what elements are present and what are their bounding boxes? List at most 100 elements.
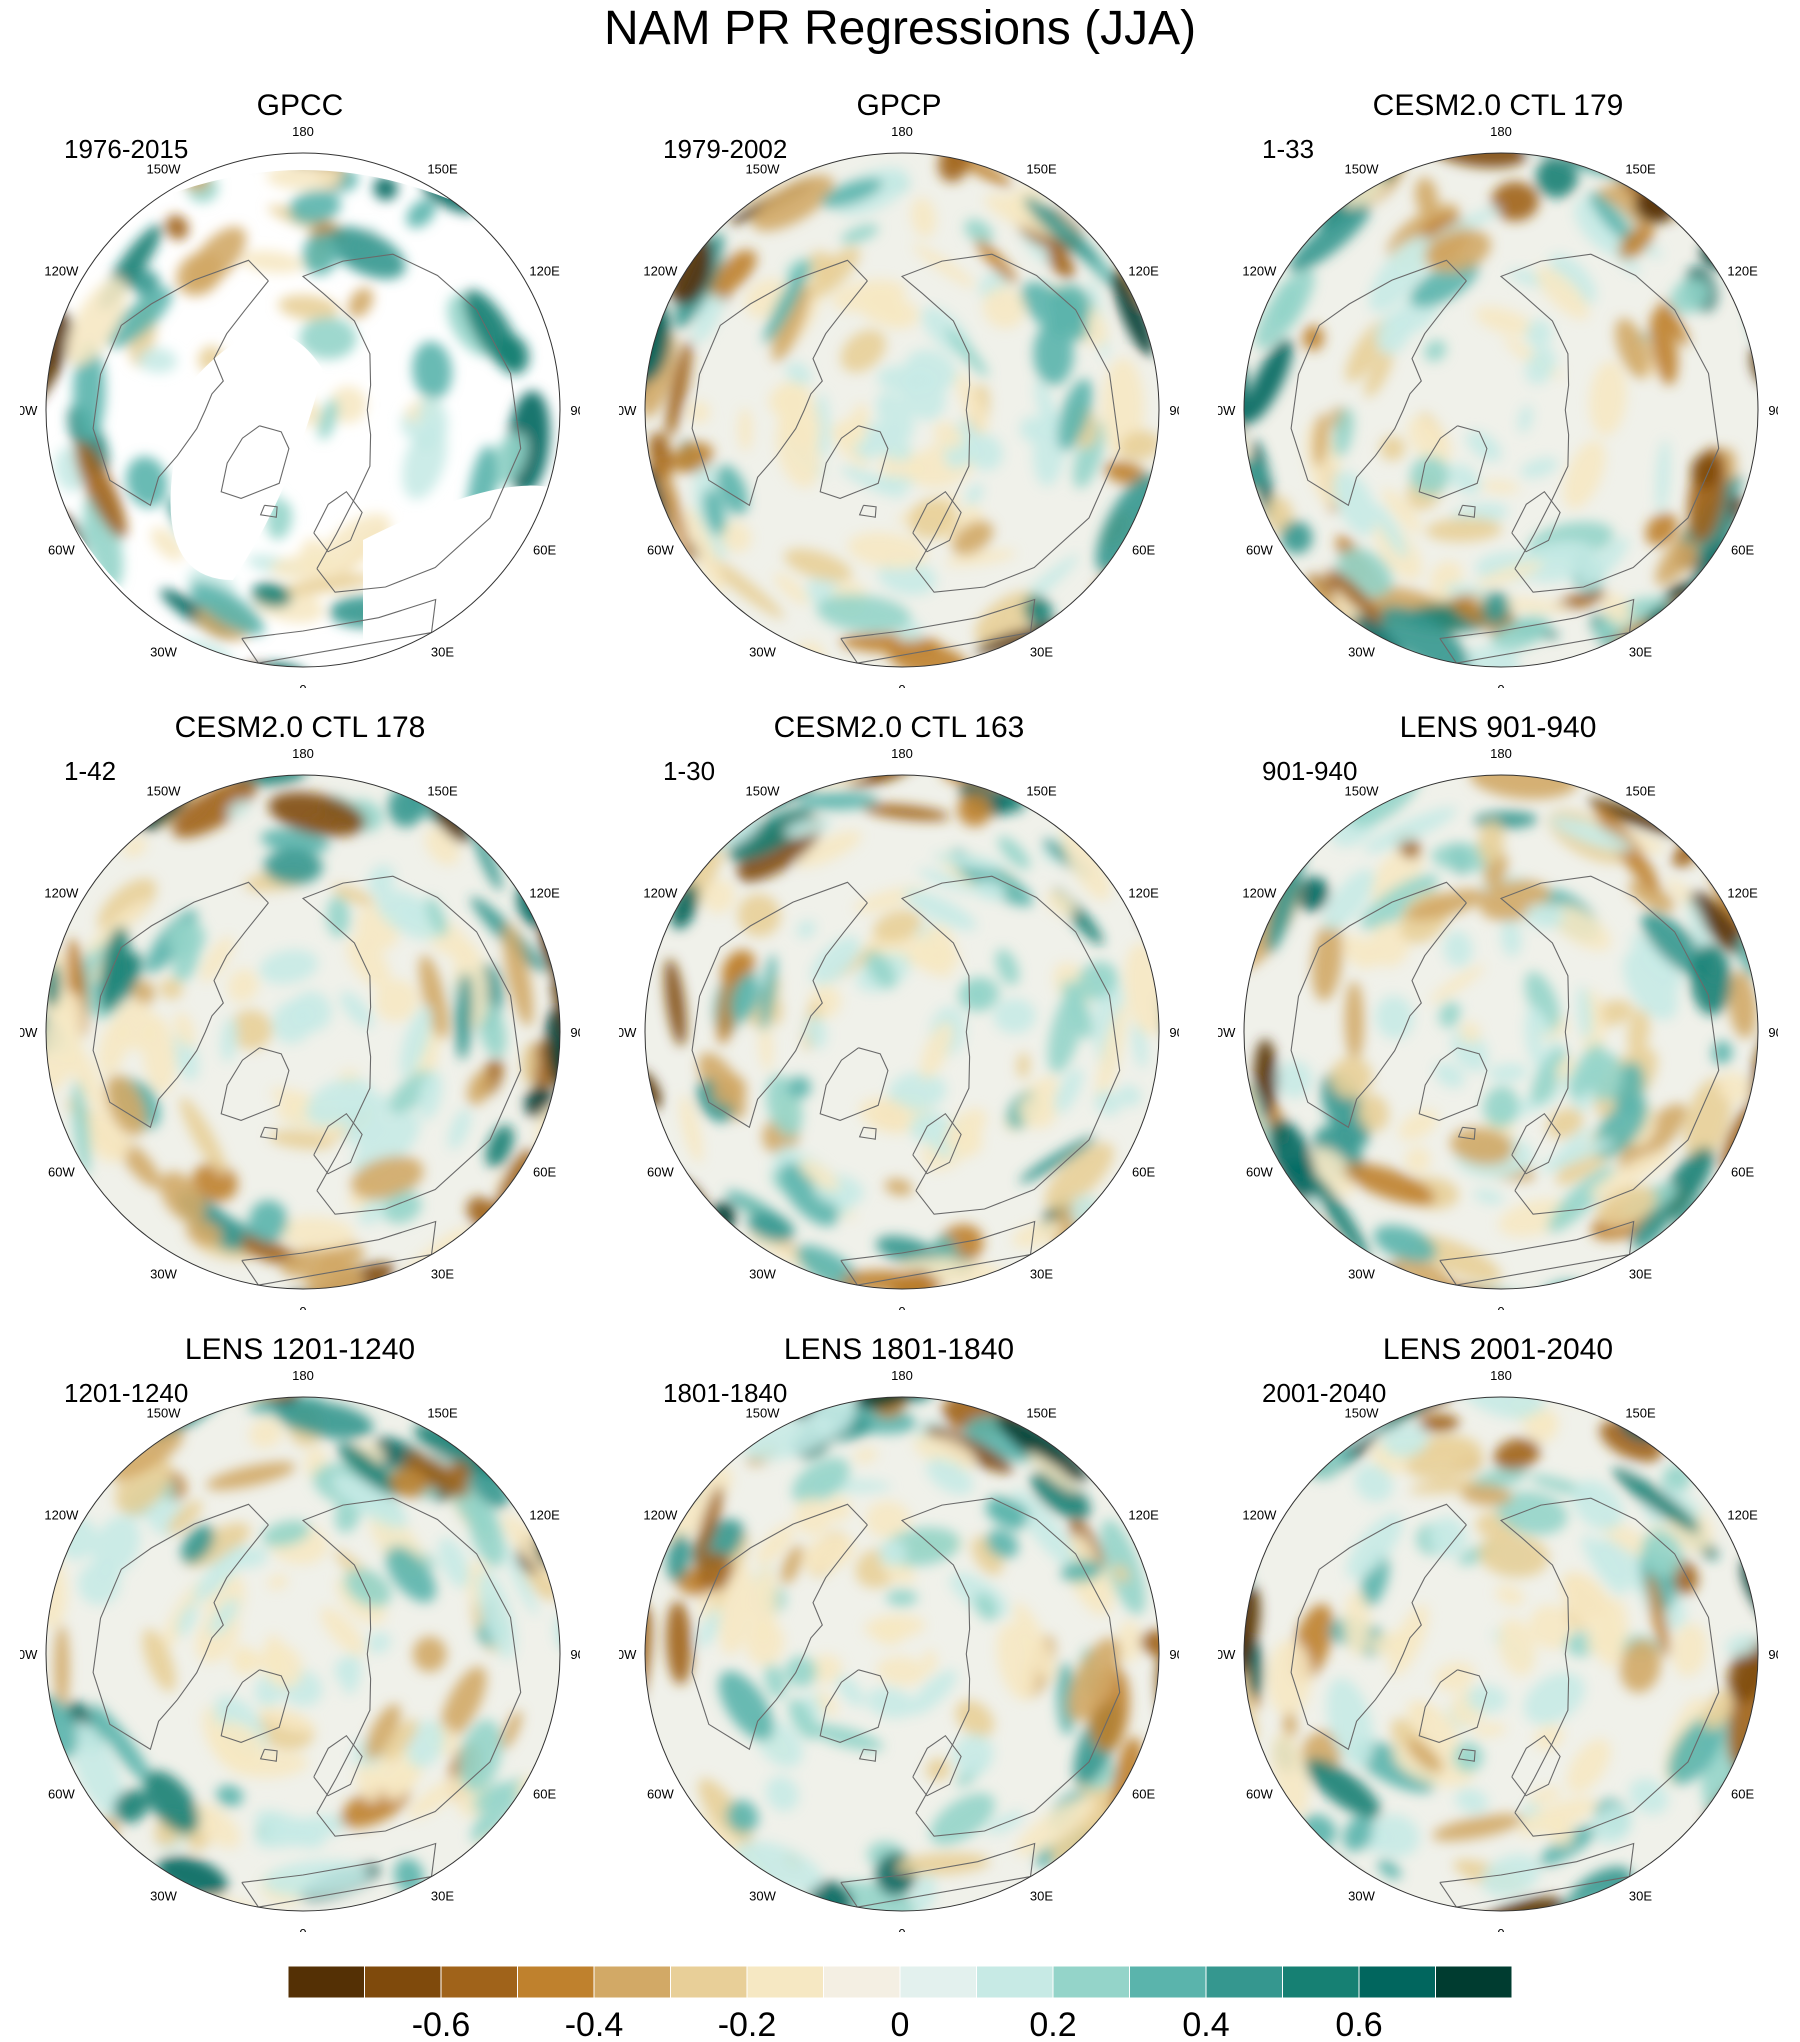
colorbar-tick-label: 0.4 [1182, 2006, 1229, 2042]
field-blob [967, 980, 988, 1007]
field-blob [1030, 1470, 1091, 1520]
precip-field [645, 153, 1159, 667]
field-blob [440, 1666, 487, 1740]
lon-label: 30E [1030, 645, 1053, 660]
field-blob [373, 176, 398, 201]
field-blob [1520, 457, 1558, 479]
lon-label: 90W [20, 403, 38, 418]
field-blob [1244, 1584, 1261, 1682]
lon-label: 90W [20, 1647, 38, 1662]
lon-label: 120W [1242, 886, 1277, 901]
panel-period: 1976-2015 [64, 134, 189, 164]
colorbar-tick-label: -0.4 [565, 2006, 624, 2042]
field-blob [278, 294, 340, 321]
field-blob [1601, 593, 1631, 625]
field-blob [695, 1551, 734, 1591]
field-blob [288, 189, 341, 225]
field-blob [938, 153, 970, 182]
field-blob [343, 1093, 390, 1145]
field-blob [73, 342, 106, 441]
lon-label: 90W [619, 1647, 637, 1662]
field-blob [168, 919, 206, 958]
lon-label: 150W [147, 1405, 182, 1420]
field-blob [1620, 1639, 1661, 1693]
lon-label: 120E [1727, 264, 1758, 279]
panel-title: LENS 1801-1840 [783, 1333, 1015, 1366]
field-blob [666, 1600, 692, 1685]
lon-label: 30E [1629, 1267, 1652, 1282]
field-blob [1434, 1661, 1476, 1692]
field-blob [522, 1042, 537, 1086]
field-blob [227, 799, 250, 818]
field-blob [974, 879, 1006, 901]
field-blob [66, 277, 128, 366]
lon-label: 120E [1727, 1508, 1758, 1523]
precip-field [46, 153, 560, 667]
field-blob [305, 1078, 374, 1127]
field-blob [747, 1212, 795, 1243]
lon-label: 120W [44, 886, 79, 901]
field-blob [679, 1095, 703, 1163]
field-blob [181, 1524, 215, 1564]
field-blob [249, 1418, 283, 1449]
lon-label: 90E [1768, 403, 1778, 418]
field-blob [1024, 196, 1099, 264]
panel-gpcp: 180 150E 120E 90E 60E 30E 0 30W 60W 90W 120W 150W GP… [619, 88, 1179, 688]
field-blob [785, 361, 812, 386]
figure-title: NAM PR Regressions (JJA) [603, 2, 1197, 55]
field-blob [807, 1723, 884, 1751]
field-blob [1073, 420, 1105, 489]
field-blob [912, 1873, 936, 1911]
lon-label: 90E [570, 1647, 580, 1662]
field-blob [1618, 1103, 1687, 1172]
lon-label: 150W [147, 783, 182, 798]
field-blob [352, 1111, 421, 1177]
lon-label: 120E [1128, 1508, 1159, 1523]
field-blob [847, 532, 928, 569]
field-blob [1023, 595, 1053, 627]
lon-label: 0 [299, 1304, 306, 1310]
lon-label: 0 [299, 1926, 306, 1932]
field-blob [718, 1671, 774, 1741]
field-blob [167, 1500, 203, 1535]
field-blob [920, 1021, 953, 1080]
precip-field [46, 1397, 560, 1911]
field-blob [1253, 1039, 1278, 1117]
lon-label: 90E [570, 1025, 580, 1040]
field-blob [765, 1776, 799, 1812]
field-blob [763, 261, 810, 344]
field-blob [233, 1235, 304, 1266]
field-blob [1450, 1127, 1515, 1165]
panel-gpcc: 180 150E 120E 90E 60E 30E 0 30W 60W 90W 120W 150W GP… [20, 88, 580, 688]
field-blob [470, 1777, 525, 1843]
field-blob [1333, 407, 1354, 458]
field-blob [1371, 1814, 1420, 1858]
field-blob [1326, 1677, 1374, 1768]
colorbar-tick-label: -0.2 [718, 2006, 777, 2042]
field-blob [1267, 1639, 1312, 1717]
lon-label: 150E [427, 161, 458, 176]
longitude-labels: 180 150E 120E 90E 60E 30E 0 30W 60W 90W 120W 150W [619, 1368, 1179, 1932]
field-blob [1525, 347, 1556, 385]
field-blob [779, 1162, 839, 1227]
panel-title: LENS 901-940 [1399, 711, 1597, 744]
precip-field [46, 775, 560, 1289]
field-blob [113, 1789, 149, 1823]
field-blob [1343, 1814, 1376, 1852]
lon-label: 180 [292, 1368, 314, 1383]
field-blob [1589, 191, 1634, 243]
field-blob [1379, 605, 1470, 667]
field-blob [118, 1140, 162, 1189]
field-blob [1670, 278, 1711, 314]
field-blob [703, 879, 736, 914]
field-blob [232, 1546, 269, 1568]
field-blob [97, 878, 157, 933]
field-blob [488, 432, 528, 487]
field-blob [665, 340, 692, 438]
lon-label: 60W [48, 1165, 75, 1180]
field-blob [69, 1721, 125, 1818]
field-blob [878, 1540, 907, 1567]
field-blob [1689, 891, 1749, 957]
field-blob [418, 1070, 442, 1120]
lon-label: 60E [533, 543, 556, 558]
